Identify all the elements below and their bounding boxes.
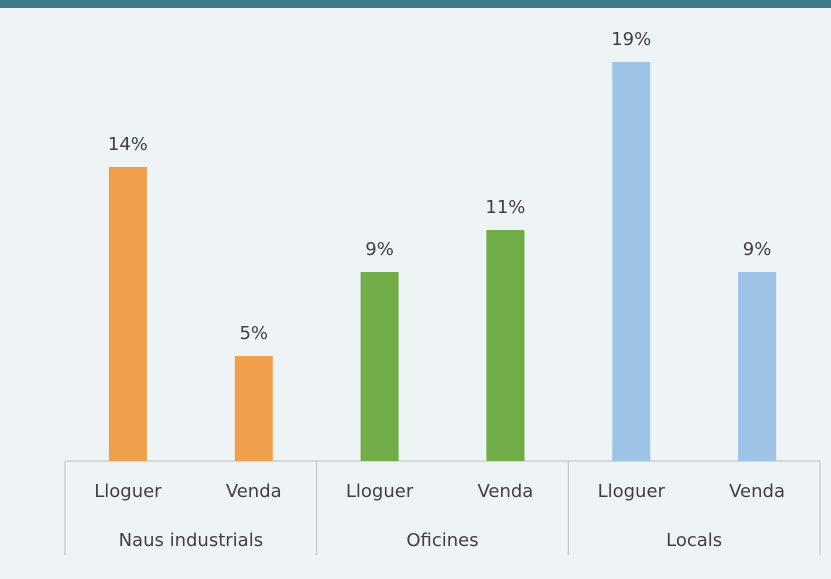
value-label: 19% (611, 29, 651, 50)
value-label: 9% (365, 239, 394, 260)
bar (486, 230, 525, 461)
top-bar (0, 0, 831, 8)
x-tick-label: Venda (226, 481, 282, 502)
group-label: Locals (666, 530, 722, 551)
value-label: 14% (108, 134, 148, 155)
x-tick-label: Venda (477, 481, 533, 502)
bar (108, 167, 147, 461)
bar (738, 272, 777, 461)
value-label: 11% (485, 197, 525, 218)
group-label: Oficines (406, 530, 478, 551)
x-tick-label: Lloguer (598, 481, 666, 502)
bar (360, 272, 399, 461)
x-tick-label: Venda (729, 481, 785, 502)
bar (612, 62, 651, 461)
bar (234, 356, 273, 461)
x-tick-label: Lloguer (94, 481, 162, 502)
group-label: Naus industrials (119, 530, 264, 551)
value-label: 5% (239, 323, 268, 344)
x-tick-label: Lloguer (346, 481, 414, 502)
value-label: 9% (743, 239, 772, 260)
